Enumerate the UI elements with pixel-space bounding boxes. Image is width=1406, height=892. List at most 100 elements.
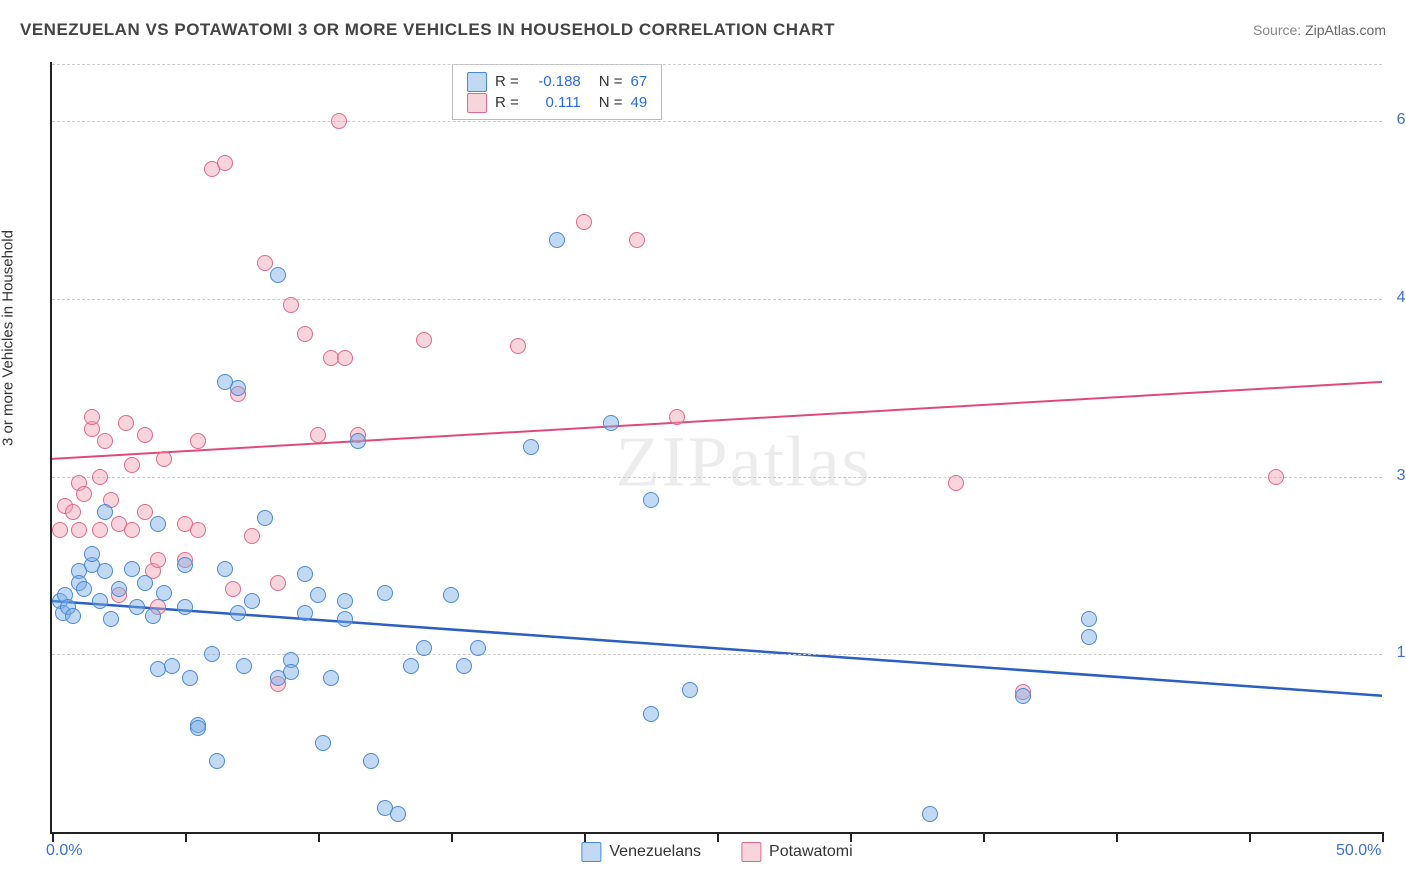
data-point: [1081, 611, 1097, 627]
data-point: [204, 646, 220, 662]
x-tick: [52, 832, 54, 842]
chart-container: VENEZUELAN VS POTAWATOMI 3 OR MORE VEHIC…: [0, 0, 1406, 892]
data-point: [456, 658, 472, 674]
chart-title: VENEZUELAN VS POTAWATOMI 3 OR MORE VEHIC…: [20, 20, 835, 40]
data-point: [97, 433, 113, 449]
data-point: [643, 706, 659, 722]
data-point: [331, 113, 347, 129]
data-point: [230, 380, 246, 396]
data-point: [629, 232, 645, 248]
series-legend: Venezuelans Potawatomi: [581, 842, 852, 862]
data-point: [643, 492, 659, 508]
data-point: [164, 658, 180, 674]
data-point: [603, 415, 619, 431]
data-point: [118, 415, 134, 431]
data-point: [76, 486, 92, 502]
data-point: [310, 587, 326, 603]
n-label: N =: [599, 92, 623, 113]
x-tick: [185, 832, 187, 842]
trendline: [52, 601, 1382, 696]
data-point: [523, 439, 539, 455]
data-point: [244, 593, 260, 609]
data-point: [682, 682, 698, 698]
data-point: [510, 338, 526, 354]
data-point: [150, 516, 166, 532]
data-point: [236, 658, 252, 674]
data-point: [65, 608, 81, 624]
data-point: [84, 546, 100, 562]
data-point: [156, 451, 172, 467]
data-point: [1015, 688, 1031, 704]
gridline: [52, 477, 1382, 478]
data-point: [124, 457, 140, 473]
stats-row-venezuelans: R = -0.188 N = 67: [467, 71, 647, 92]
data-point: [297, 605, 313, 621]
x-tick: [717, 832, 719, 842]
data-point: [92, 469, 108, 485]
data-point: [71, 522, 87, 538]
data-point: [443, 587, 459, 603]
data-point: [283, 664, 299, 680]
source-attribution: Source: ZipAtlas.com: [1253, 22, 1386, 38]
trendline: [52, 382, 1382, 459]
data-point: [310, 427, 326, 443]
data-point: [337, 350, 353, 366]
r-label: R =: [495, 92, 519, 113]
x-tick-label: 0.0%: [46, 842, 82, 860]
data-point: [416, 640, 432, 656]
x-tick: [451, 832, 453, 842]
watermark: ZIPatlas: [616, 421, 872, 504]
data-point: [270, 267, 286, 283]
data-point: [230, 605, 246, 621]
data-point: [129, 599, 145, 615]
trendlines: [52, 62, 1382, 832]
data-point: [137, 504, 153, 520]
data-point: [363, 753, 379, 769]
data-point: [549, 232, 565, 248]
data-point: [92, 522, 108, 538]
x-tick: [1382, 832, 1384, 842]
data-point: [190, 433, 206, 449]
data-point: [76, 581, 92, 597]
data-point: [209, 753, 225, 769]
data-point: [669, 409, 685, 425]
r-label: R =: [495, 71, 519, 92]
data-point: [297, 326, 313, 342]
data-point: [390, 806, 406, 822]
r-value-blue: -0.188: [527, 71, 581, 92]
data-point: [403, 658, 419, 674]
gridline: [52, 299, 1382, 300]
data-point: [97, 563, 113, 579]
data-point: [97, 504, 113, 520]
plot-area: ZIPatlas R = -0.188 N = 67 R = 0.111 N =…: [50, 62, 1382, 834]
y-tick-label: 30.0%: [1397, 467, 1406, 485]
data-point: [1268, 469, 1284, 485]
data-point: [337, 611, 353, 627]
data-point: [217, 155, 233, 171]
r-value-pink: 0.111: [527, 92, 581, 113]
data-point: [124, 561, 140, 577]
data-point: [92, 593, 108, 609]
data-point: [111, 581, 127, 597]
data-point: [297, 566, 313, 582]
data-point: [156, 585, 172, 601]
legend-label: Potawatomi: [769, 843, 853, 861]
x-tick: [983, 832, 985, 842]
data-point: [190, 720, 206, 736]
data-point: [137, 575, 153, 591]
x-tick: [850, 832, 852, 842]
data-point: [270, 575, 286, 591]
data-point: [416, 332, 432, 348]
data-point: [257, 255, 273, 271]
stats-legend: R = -0.188 N = 67 R = 0.111 N = 49: [452, 64, 662, 120]
legend-label: Venezuelans: [609, 843, 701, 861]
gridline: [52, 654, 1382, 655]
x-tick: [1116, 832, 1118, 842]
data-point: [323, 670, 339, 686]
legend-item-potawatomi: Potawatomi: [741, 842, 853, 862]
data-point: [948, 475, 964, 491]
stats-row-potawatomi: R = 0.111 N = 49: [467, 92, 647, 113]
data-point: [922, 806, 938, 822]
x-tick: [584, 832, 586, 842]
swatch-pink-icon: [467, 93, 487, 113]
